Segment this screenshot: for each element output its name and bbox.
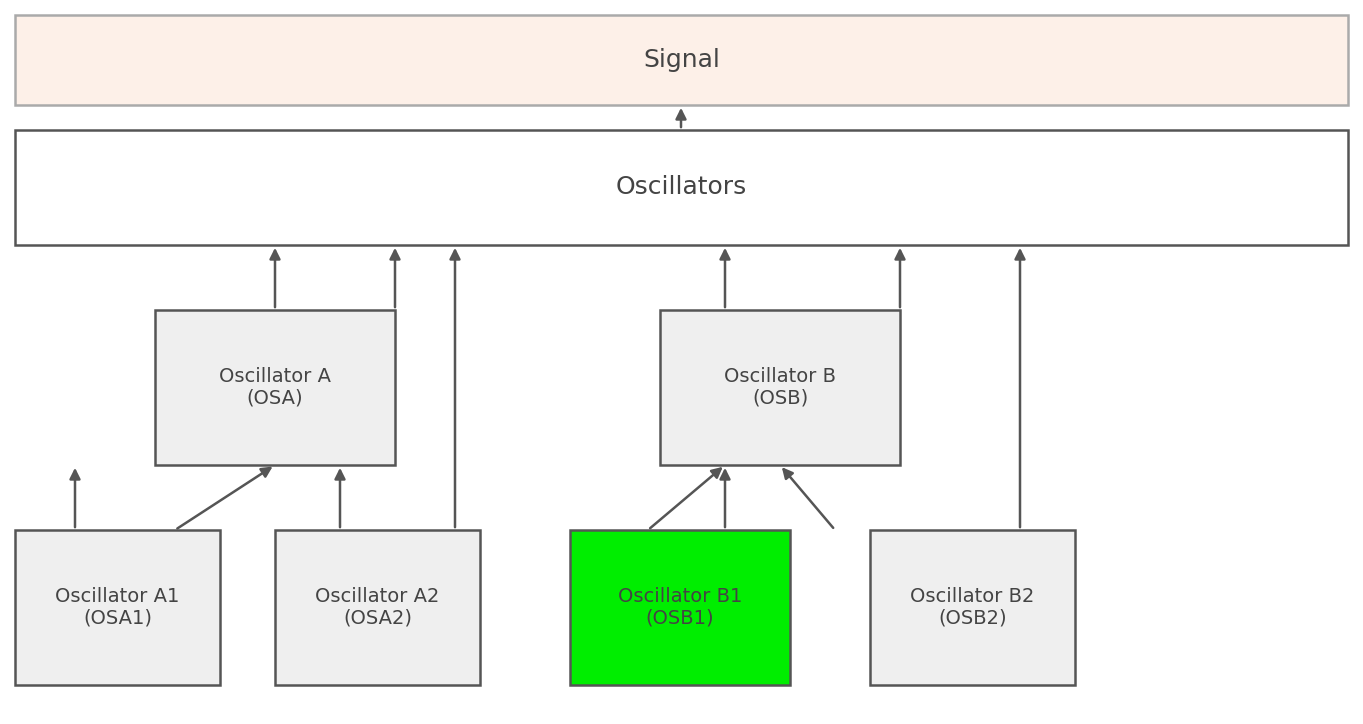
Text: Oscillators: Oscillators bbox=[616, 175, 747, 200]
Text: Oscillator B2
(OSB2): Oscillator B2 (OSB2) bbox=[910, 587, 1035, 628]
FancyBboxPatch shape bbox=[15, 530, 219, 685]
Text: Signal: Signal bbox=[643, 48, 720, 72]
FancyBboxPatch shape bbox=[275, 530, 480, 685]
FancyBboxPatch shape bbox=[570, 530, 791, 685]
FancyBboxPatch shape bbox=[155, 310, 395, 465]
Text: Oscillator A2
(OSA2): Oscillator A2 (OSA2) bbox=[315, 587, 440, 628]
FancyBboxPatch shape bbox=[15, 15, 1348, 105]
FancyBboxPatch shape bbox=[870, 530, 1075, 685]
FancyBboxPatch shape bbox=[660, 310, 900, 465]
Text: Oscillator A
(OSA): Oscillator A (OSA) bbox=[219, 367, 331, 408]
Text: Oscillator A1
(OSA1): Oscillator A1 (OSA1) bbox=[56, 587, 180, 628]
Text: Oscillator B1
(OSB1): Oscillator B1 (OSB1) bbox=[617, 587, 743, 628]
FancyBboxPatch shape bbox=[15, 130, 1348, 245]
Text: Oscillator B
(OSB): Oscillator B (OSB) bbox=[724, 367, 836, 408]
